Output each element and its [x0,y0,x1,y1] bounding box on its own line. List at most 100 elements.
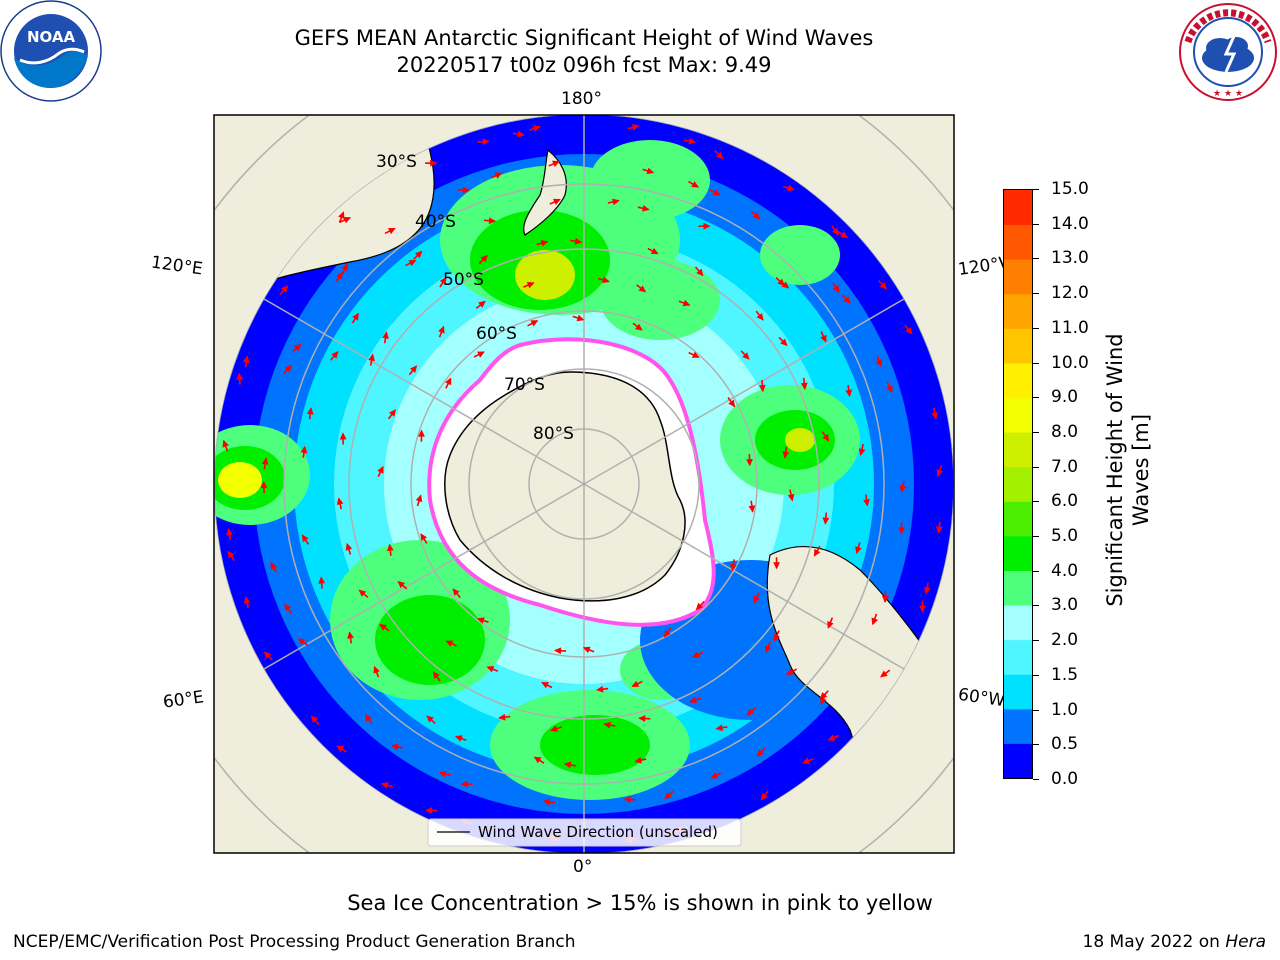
antarctica-continent [444,371,686,602]
wave-arrow-head [582,646,591,654]
wave-arrow-head [227,550,235,559]
colorbar-tick-mark [1033,362,1039,364]
colorbar-tick-label: 12.0 [1051,283,1089,304]
colorbar-tick-label: 6.0 [1051,491,1079,512]
wave-arrow-head [336,497,344,506]
wave-arrow-head [390,743,399,751]
wave-arrow-head [488,217,497,225]
wave-arrow-head [820,334,827,343]
wave-arrow-head [425,807,433,814]
nws-logo: ★ ★ ★ [1179,3,1277,101]
wave-arrow-head [540,239,549,247]
wave-arrow-head [752,212,761,220]
colorbar-segment [1004,259,1032,295]
lon-label-top: 180° [561,89,602,109]
wave-arrow-head [800,382,808,390]
wave-arrow-head [742,352,750,360]
wave-arrow-head [748,505,756,513]
colorbar-tick-label: 15.0 [1051,179,1089,199]
wave-arrow-head [542,798,551,806]
colorbar-segment [1004,743,1032,778]
wave-arrow-head [635,323,643,331]
footer-host: Hera [1225,932,1266,952]
wave-arrow-head [226,528,233,536]
colorbar-tick-label: 13.0 [1051,248,1089,269]
colorbar-tick-mark [1033,501,1039,503]
colorbar-tick-label: 3.0 [1051,595,1079,616]
colorbar-tick-mark [1033,640,1039,642]
wave-arrow-head [855,546,862,555]
wave-arrow-head [462,186,470,194]
wave-arrow-head [631,680,640,687]
wave-arrow-head [297,638,306,646]
wave-arrow-head [426,715,434,723]
colorbar-tick-label: 0.0 [1051,769,1079,789]
wave-arrow-head [596,685,604,693]
wave-arrow-head [692,651,700,658]
wave-arrow-head [498,713,506,721]
colorbar-tick-label: 7.0 [1051,456,1079,477]
colorbar-segment [1004,432,1032,468]
colorbar-tick-label: 9.0 [1051,387,1079,408]
wave-arrow-head [270,561,277,570]
wave-arrow-head [688,137,697,145]
wave-arrow-head [773,562,780,570]
wave-arrow-head [318,576,326,584]
colorbar-segment [1004,362,1032,399]
lat-label-60: 60°S [476,324,517,344]
wave-arrow-head [552,160,560,167]
colorbar-tick-mark [1033,536,1039,538]
colorbar-tick-label: 14.0 [1051,213,1089,234]
wave-arrow-head [682,299,691,307]
wave-arrow-head [623,796,631,803]
wave-arrow-head [781,281,790,289]
wave-arrow-head [222,439,229,448]
map-legend: Wind Wave Direction (unscaled) [427,818,742,847]
wave-arrow-head [574,237,583,245]
wave-arrow-head [438,325,445,334]
wave-arrow-head [691,351,700,358]
wave-arrow-head [691,181,700,188]
wave-arrow-head [460,780,468,788]
colorbar-tick-label: 1.5 [1051,664,1079,685]
colorbar-tick-label: 0.5 [1051,734,1079,755]
wave-arrow-head [787,184,795,192]
map-frame [213,114,955,854]
colorbar-segment [1004,224,1032,260]
colorbar-tick-label: 5.0 [1051,526,1079,547]
wave-arrow-head [418,429,425,437]
wave-arrow-head [478,300,486,308]
colorbar-tick-label: 11.0 [1051,317,1089,338]
colorbar [1003,189,1033,779]
wave-arrow-head [260,480,268,488]
wave-arrow-head [756,749,765,757]
colorbar-segment [1004,535,1032,571]
wave-arrow-head [603,721,611,729]
colorbar-segment [1004,639,1032,675]
wave-arrow-head [780,338,788,347]
wave-arrow-head [612,198,620,206]
wave-arrow-head [415,494,423,503]
wave-arrow-head [712,189,721,196]
wave-arrow-head [480,254,488,263]
wave-arrow-head [863,499,870,507]
wave-arrow-head [898,527,905,535]
wave-arrow-head [397,581,406,589]
wave-arrow-head [284,364,292,373]
wave-arrow-head [663,629,671,638]
wave-arrow-head [452,588,460,596]
wave-arrow-head [858,448,866,457]
wave-arrow-head [576,314,585,322]
wave-arrow-head [875,359,883,368]
colorbar-segment [1004,397,1032,433]
wave-arrow-head [638,285,647,293]
wave-arrow-head [432,671,440,679]
wave-arrow-head [820,697,827,705]
colorbar-segment [1004,501,1032,537]
lon-label-bottom: 0° [573,857,593,877]
wave-arrow-head [310,715,319,723]
wave-arrow-head [352,312,359,321]
chart-subtitle: 20220517 t00z 096h fcst Max: 9.49 [396,53,772,77]
wave-arrow-head [347,631,354,639]
wave-arrow-head [284,603,292,612]
